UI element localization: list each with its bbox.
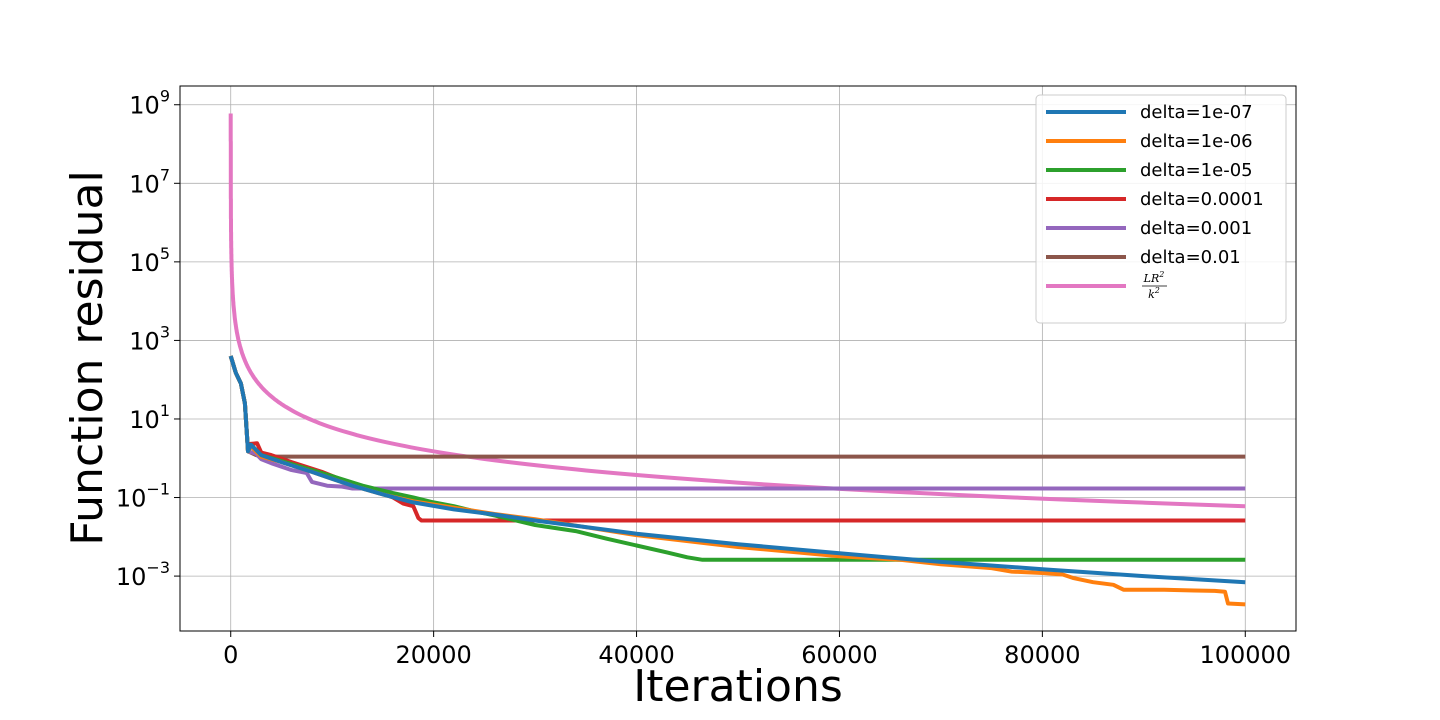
legend-label-2: delta=1e-05 <box>1140 160 1253 181</box>
series-line-6 <box>228 112 1246 509</box>
legend-math-denominator: k2 <box>1148 286 1160 301</box>
x-axis-ticks: 0 20000 40000 60000 80000 100000 <box>223 631 1291 669</box>
x-tick-label: 80000 <box>1004 641 1080 669</box>
y-tick-label: 109 <box>129 87 170 120</box>
x-tick-label: 20000 <box>395 641 471 669</box>
plot-frame <box>179 85 1297 632</box>
legend: delta=1e-07 delta=1e-06 delta=1e-05 delta=0… <box>1035 94 1287 324</box>
legend-label-4: delta=0.001 <box>1140 218 1252 239</box>
y-tick-label: 107 <box>129 165 170 198</box>
y-tick-label: 103 <box>129 322 170 355</box>
legend-label-3: delta=0.0001 <box>1140 189 1264 210</box>
y-tick-label: 10−1 <box>116 480 170 513</box>
series-group <box>228 112 1246 607</box>
x-axis-label: Iterations <box>633 661 843 712</box>
x-tick-label: 0 <box>223 641 238 669</box>
y-axis-ticks: 10−3 10−1 101 103 105 107 109 <box>116 87 180 591</box>
legend-math-numerator: LR2 <box>1143 270 1165 285</box>
legend-label-5: delta=0.01 <box>1140 247 1241 268</box>
x-tick-label: 60000 <box>801 641 877 669</box>
legend-frame <box>1035 94 1287 324</box>
series-line-0 <box>228 355 1246 585</box>
y-tick-label: 105 <box>129 244 170 277</box>
legend-label-0: delta=1e-07 <box>1140 102 1253 123</box>
x-tick-label: 100000 <box>1199 641 1291 669</box>
y-axis-label: Function residual <box>62 170 113 545</box>
x-tick-label: 40000 <box>598 641 674 669</box>
y-tick-label: 101 <box>129 401 170 434</box>
y-tick-label: 10−3 <box>116 558 170 591</box>
legend-label-1: delta=1e-06 <box>1140 131 1253 152</box>
